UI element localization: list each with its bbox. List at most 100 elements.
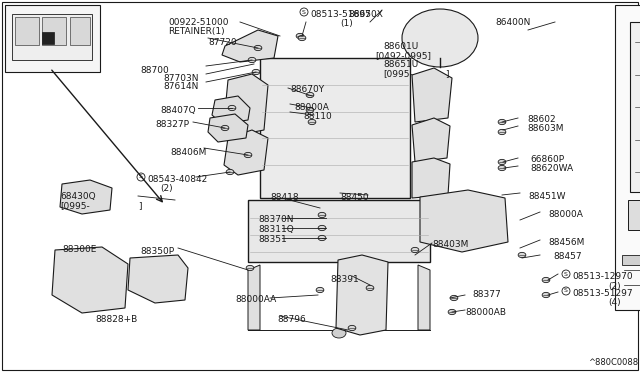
Polygon shape — [260, 58, 410, 198]
Ellipse shape — [542, 292, 550, 298]
Text: 88456M: 88456M — [548, 238, 584, 247]
Ellipse shape — [332, 328, 346, 338]
Polygon shape — [212, 96, 250, 124]
Ellipse shape — [318, 225, 326, 231]
Ellipse shape — [402, 9, 478, 67]
Ellipse shape — [248, 57, 256, 62]
Text: 08513-51697: 08513-51697 — [310, 10, 371, 19]
Ellipse shape — [498, 129, 506, 135]
Ellipse shape — [518, 252, 526, 258]
Ellipse shape — [252, 69, 260, 75]
Text: S: S — [564, 289, 568, 294]
Text: 88406M: 88406M — [170, 148, 206, 157]
Text: 88403M: 88403M — [432, 240, 468, 249]
Text: 88700: 88700 — [140, 66, 169, 75]
Ellipse shape — [448, 310, 456, 315]
Ellipse shape — [246, 265, 254, 270]
Polygon shape — [412, 158, 450, 198]
Ellipse shape — [498, 119, 506, 125]
Text: 88000AA: 88000AA — [235, 295, 276, 304]
Text: 88351: 88351 — [258, 235, 287, 244]
Text: 87703N: 87703N — [163, 74, 198, 83]
Text: 88407Q: 88407Q — [160, 106, 196, 115]
Text: 88000A: 88000A — [294, 103, 329, 112]
Text: 88650X: 88650X — [348, 10, 383, 19]
Text: 66860P: 66860P — [530, 155, 564, 164]
Ellipse shape — [254, 45, 262, 51]
Text: 88000A: 88000A — [548, 210, 583, 219]
Text: 88670Y: 88670Y — [290, 85, 324, 94]
Polygon shape — [60, 180, 112, 214]
Text: 88000AB: 88000AB — [465, 308, 506, 317]
Polygon shape — [412, 118, 450, 162]
Bar — [5, 5, 100, 72]
Text: (2): (2) — [608, 282, 621, 291]
Ellipse shape — [366, 285, 374, 291]
Ellipse shape — [308, 119, 316, 125]
Text: [0492-0995]: [0492-0995] — [375, 51, 431, 60]
Polygon shape — [208, 114, 248, 142]
Text: S: S — [139, 174, 143, 180]
Polygon shape — [52, 247, 128, 313]
Text: RETAINER(1): RETAINER(1) — [168, 27, 225, 36]
Ellipse shape — [318, 235, 326, 241]
Ellipse shape — [316, 288, 324, 293]
Text: S: S — [302, 10, 306, 15]
Polygon shape — [418, 265, 430, 330]
Polygon shape — [336, 255, 388, 335]
Ellipse shape — [498, 166, 506, 171]
Text: 88451W: 88451W — [528, 192, 566, 201]
Text: 86400N: 86400N — [495, 18, 531, 27]
Text: 87614N: 87614N — [163, 82, 198, 91]
Text: (2): (2) — [160, 184, 173, 193]
Text: 68430Q: 68430Q — [60, 192, 95, 201]
Text: [0995-: [0995- — [60, 201, 90, 210]
Text: 88391: 88391 — [330, 275, 359, 284]
Bar — [15, 17, 39, 45]
Ellipse shape — [298, 35, 306, 41]
Ellipse shape — [348, 326, 356, 331]
Text: 88828+B: 88828+B — [95, 315, 137, 324]
Polygon shape — [224, 130, 268, 175]
Text: 88327P: 88327P — [155, 120, 189, 129]
Text: 88603M: 88603M — [527, 124, 563, 133]
Polygon shape — [248, 200, 430, 262]
Text: ]: ] — [445, 69, 449, 78]
Bar — [42, 32, 54, 44]
Text: 88450: 88450 — [340, 193, 369, 202]
Ellipse shape — [450, 295, 458, 301]
Text: 88796: 88796 — [277, 315, 306, 324]
Polygon shape — [248, 265, 260, 330]
Text: 88457: 88457 — [553, 252, 582, 261]
Ellipse shape — [296, 33, 304, 39]
Polygon shape — [412, 68, 452, 122]
Text: S: S — [564, 272, 568, 276]
Text: 88601U: 88601U — [383, 42, 419, 51]
Text: 88311Q: 88311Q — [258, 225, 294, 234]
Ellipse shape — [498, 159, 506, 165]
Text: 00922-51000: 00922-51000 — [168, 18, 228, 27]
Text: 08513-51297: 08513-51297 — [572, 289, 632, 298]
Ellipse shape — [542, 278, 550, 283]
Ellipse shape — [318, 212, 326, 218]
Text: 88651U: 88651U — [383, 60, 419, 69]
Polygon shape — [222, 30, 278, 62]
Text: (1): (1) — [340, 19, 353, 28]
Text: 88418: 88418 — [270, 193, 299, 202]
Ellipse shape — [221, 125, 229, 131]
Bar — [630, 22, 640, 192]
Text: 88300E: 88300E — [62, 245, 97, 254]
Text: 08543-40842: 08543-40842 — [147, 175, 207, 184]
Text: 88370N: 88370N — [258, 215, 294, 224]
Ellipse shape — [306, 108, 314, 113]
Polygon shape — [420, 190, 508, 252]
Bar — [622, 255, 640, 265]
Text: [0995-: [0995- — [383, 69, 413, 78]
Ellipse shape — [226, 169, 234, 174]
Ellipse shape — [244, 153, 252, 158]
Text: 88602: 88602 — [527, 115, 556, 124]
Ellipse shape — [411, 247, 419, 253]
Bar — [615, 5, 640, 310]
Bar — [70, 17, 90, 45]
Text: 87720: 87720 — [208, 38, 237, 47]
